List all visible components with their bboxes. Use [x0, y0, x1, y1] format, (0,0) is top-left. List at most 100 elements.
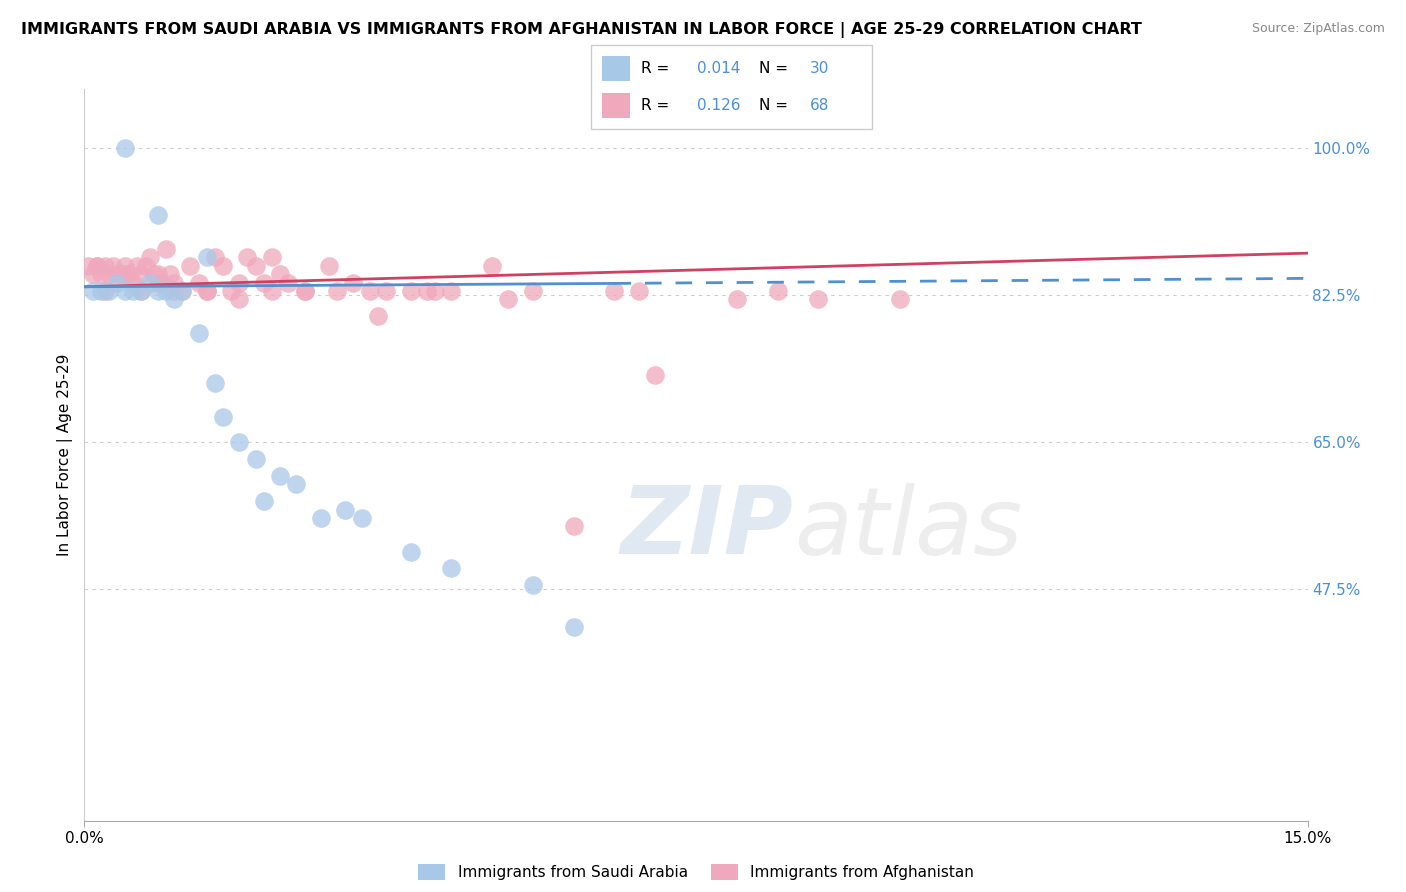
Point: [110, 267, 132, 281]
Point: [187, 276, 209, 290]
Point: [159, 267, 181, 281]
Bar: [602, 93, 630, 119]
Point: [114, 267, 136, 281]
Point: [326, 284, 349, 298]
Text: N =: N =: [759, 98, 789, 113]
Point: [82, 284, 104, 298]
Point: [253, 276, 276, 290]
Point: [603, 284, 626, 298]
Text: 0.014: 0.014: [697, 61, 741, 76]
Point: [77, 259, 100, 273]
Point: [416, 284, 439, 298]
Point: [101, 259, 124, 273]
Point: [90, 284, 112, 298]
Text: 0.126: 0.126: [697, 98, 741, 113]
Point: [440, 561, 463, 575]
Point: [269, 267, 291, 281]
Point: [172, 284, 194, 298]
Point: [150, 276, 173, 290]
Point: [138, 276, 160, 290]
Text: N =: N =: [759, 61, 789, 76]
Point: [195, 251, 218, 265]
Point: [142, 267, 165, 281]
Point: [114, 259, 136, 273]
Text: 30: 30: [810, 61, 830, 76]
Point: [245, 259, 267, 273]
Point: [97, 267, 120, 281]
Point: [228, 435, 250, 450]
Point: [277, 276, 299, 290]
Point: [86, 259, 108, 273]
Point: [155, 284, 177, 298]
Point: [253, 494, 276, 508]
Point: [228, 276, 250, 290]
Point: [423, 284, 446, 298]
Point: [562, 620, 585, 634]
Point: [195, 284, 218, 298]
Legend: Immigrants from Saudi Arabia, Immigrants from Afghanistan: Immigrants from Saudi Arabia, Immigrants…: [412, 858, 980, 886]
Text: R =: R =: [641, 61, 669, 76]
Point: [350, 511, 373, 525]
Text: atlas: atlas: [794, 483, 1022, 574]
Point: [644, 368, 666, 382]
Point: [86, 259, 108, 273]
Text: ZIP: ZIP: [621, 482, 794, 574]
Point: [163, 284, 186, 298]
Text: Source: ZipAtlas.com: Source: ZipAtlas.com: [1251, 22, 1385, 36]
Point: [138, 251, 160, 265]
Point: [131, 267, 153, 281]
Point: [294, 284, 316, 298]
Point: [359, 284, 381, 298]
Point: [269, 469, 291, 483]
Point: [245, 452, 267, 467]
Point: [131, 284, 153, 298]
Point: [260, 251, 283, 265]
Point: [236, 251, 259, 265]
Point: [127, 259, 149, 273]
Point: [342, 276, 364, 290]
Point: [93, 259, 115, 273]
Point: [114, 284, 136, 298]
Point: [118, 267, 141, 281]
Point: [522, 284, 544, 298]
Bar: [602, 55, 630, 81]
Point: [399, 284, 422, 298]
Point: [335, 502, 357, 516]
Point: [187, 326, 209, 340]
FancyBboxPatch shape: [591, 45, 872, 129]
Point: [309, 511, 332, 525]
Point: [481, 259, 503, 273]
Point: [367, 309, 389, 323]
Point: [172, 284, 194, 298]
Point: [212, 259, 235, 273]
Point: [114, 141, 136, 155]
Point: [93, 284, 115, 298]
Text: R =: R =: [641, 98, 669, 113]
Point: [163, 276, 186, 290]
Point: [522, 578, 544, 592]
Point: [294, 284, 316, 298]
Point: [146, 267, 169, 281]
Point: [122, 276, 145, 290]
Point: [375, 284, 398, 298]
Point: [146, 276, 169, 290]
Point: [135, 259, 157, 273]
Point: [122, 284, 145, 298]
Point: [807, 293, 830, 307]
Point: [97, 284, 120, 298]
Point: [163, 293, 186, 307]
Point: [146, 284, 169, 298]
Point: [725, 293, 748, 307]
Point: [498, 293, 520, 307]
Point: [179, 259, 201, 273]
Point: [195, 284, 218, 298]
Point: [212, 410, 235, 425]
Point: [766, 284, 789, 298]
Point: [82, 267, 104, 281]
Point: [318, 259, 340, 273]
Point: [285, 477, 308, 491]
Point: [889, 293, 911, 307]
Point: [146, 208, 169, 222]
Text: 68: 68: [810, 98, 830, 113]
Point: [627, 284, 650, 298]
